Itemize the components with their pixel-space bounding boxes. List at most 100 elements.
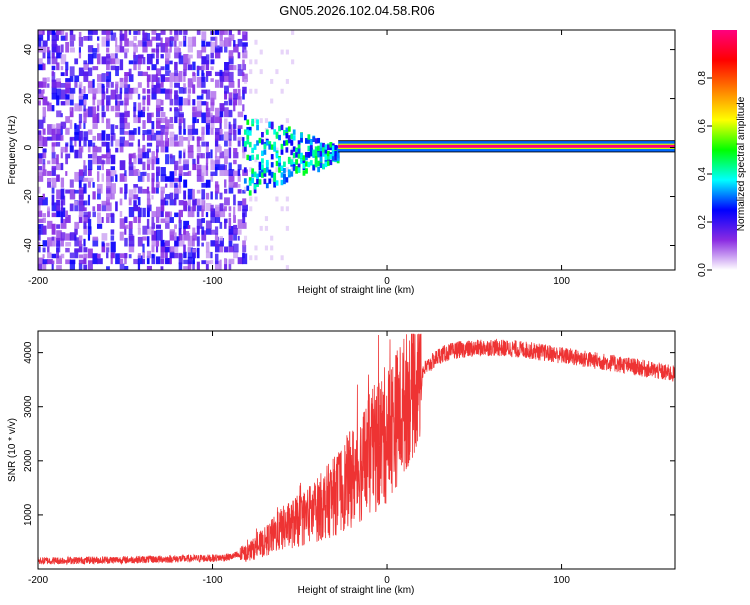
spectrogram-noise-cell [201,226,205,235]
spectrogram-noise-cell [151,195,154,200]
spectrogram-noise-cell [74,58,79,65]
spectrogram-transition-cell [253,144,257,150]
spectrogram-noise-cell [119,218,126,229]
spectrogram-noise-cell [201,242,204,247]
spectrogram-noise-cell [178,252,183,259]
spectrogram-noise-cell [83,62,89,71]
spectrogram-faint-cell [243,49,248,55]
spectrogram-transition-cell [268,178,272,184]
spectrogram-noise-cell [233,44,239,53]
spectrogram-noise-cell [137,109,143,118]
spectrogram-noise-cell [87,144,91,153]
spectrogram-transition-cell [331,155,335,161]
spectrogram-noise-cell [242,46,247,53]
spectrogram-noise-cell [214,127,220,135]
spectrogram-transition-cell [285,133,289,139]
spectrogram-noise-cell [128,235,135,247]
spectrogram-noise-cell [119,77,123,82]
spectrogram-noise-cell [51,223,56,235]
spectrogram-noise-cell [47,252,52,259]
spectrogram-faint-cell [254,196,258,202]
spectrogram-transition-cell [285,177,289,183]
spectrogram-noise-cell [237,125,243,129]
spectrogram-noise-cell [42,45,47,53]
spectrogram-noise-cell [242,137,245,147]
spectrogram-transition-cell [305,154,308,161]
spectrogram-noise-cell [205,107,211,118]
spectrogram-noise-cell [183,35,187,47]
spectrogram-noise-cell [87,30,94,35]
spectrogram-noise-cell [151,80,154,88]
spectrogram-noise-cell [87,53,94,65]
x-tick-label: -200 [28,575,48,586]
spectrogram-noise-cell [187,88,192,94]
spectrogram-noise-cell [151,127,155,135]
spectrogram-noise-cell [87,129,93,135]
spectrogram-noise-cell [119,143,124,153]
spectrogram-noise-cell [210,66,214,71]
spectrogram-transition-cell [319,146,323,153]
spectrogram-noise-cell [224,188,228,194]
spectrogram-noise-cell [101,203,107,212]
spectrogram-noise-cell [74,123,77,129]
spectrogram-noise-cell [92,142,96,147]
spectrogram-transition-cell [261,150,264,157]
spectrogram-noise-cell [237,257,244,265]
spectrogram-noise-cell [119,35,123,47]
spectrogram-noise-cell [224,131,229,141]
x-tick-label: -100 [203,276,223,287]
spectrogram-noise-cell [115,253,121,265]
spectrogram-faint-cell [285,225,289,231]
spectrogram-noise-cell [74,81,78,88]
spectrogram-transition-cell [329,159,333,166]
spectrogram-transition-cell [280,124,284,131]
spectrogram-noise-cell [115,94,118,106]
spectrogram-noise-cell [69,189,76,200]
spectrogram-noise-cell [65,233,72,241]
spectrogram-transition-cell [256,140,259,146]
spectrogram-noise-cell [192,84,196,94]
spectrogram-noise-cell [38,153,44,159]
spectrogram-noise-cell [51,177,57,188]
spectrogram-noise-cell [196,205,203,212]
spectrogram-transition-cell [297,153,301,159]
spectrogram-noise-cell [160,99,164,106]
spectrogram-faint-cell [270,78,274,84]
spectrogram-noise-cell [165,126,169,135]
spectrogram-noise-cell [155,216,160,223]
spectrogram-noise-cell [219,71,225,82]
spectrogram-noise-cell [174,61,178,71]
spectrogram-noise-cell [178,96,183,106]
y-tick-label: -20 [23,189,34,204]
spectrogram-noise-cell [224,164,228,171]
spectrogram-transition-cell [287,172,291,178]
spectrogram-transition-cell [307,161,311,168]
spectrogram-noise-cell [87,226,92,235]
spectrogram-noise-cell [210,91,217,100]
spectrogram-noise-cell [115,125,119,129]
spectrogram-noise-cell [233,118,237,129]
spectrogram-noise-cell [96,74,102,82]
spectrogram-faint-cell [280,88,284,94]
spectrogram-faint-cell [285,118,289,124]
spectrogram-noise-cell [87,35,93,41]
spectrogram-noise-cell [155,166,160,176]
spectrogram-noise-cell [47,124,53,135]
spectrogram-transition-cell [300,152,303,159]
spectrogram-noise-cell [183,87,187,94]
spectrogram-noise-cell [228,162,232,171]
spectrogram-noise-cell [60,148,63,159]
spectrogram-noise-cell [237,219,243,229]
spectrogram-noise-cell [38,257,44,265]
x-tick-label: 100 [553,575,570,586]
spectrogram-noise-cell [87,180,91,188]
spectrogram-noise-cell [92,66,99,71]
spectrogram-noise-cell [87,260,93,270]
spectrogram-noise-cell [83,131,89,141]
spectrogram-noise-cell [65,79,71,88]
spectrogram-noise-cell [196,50,203,59]
spectrogram-noise-cell [92,135,97,141]
spectrogram-noise-cell [60,83,67,88]
spectrogram-faint-cell [280,49,284,55]
spectrogram-transition-cell [273,129,277,135]
